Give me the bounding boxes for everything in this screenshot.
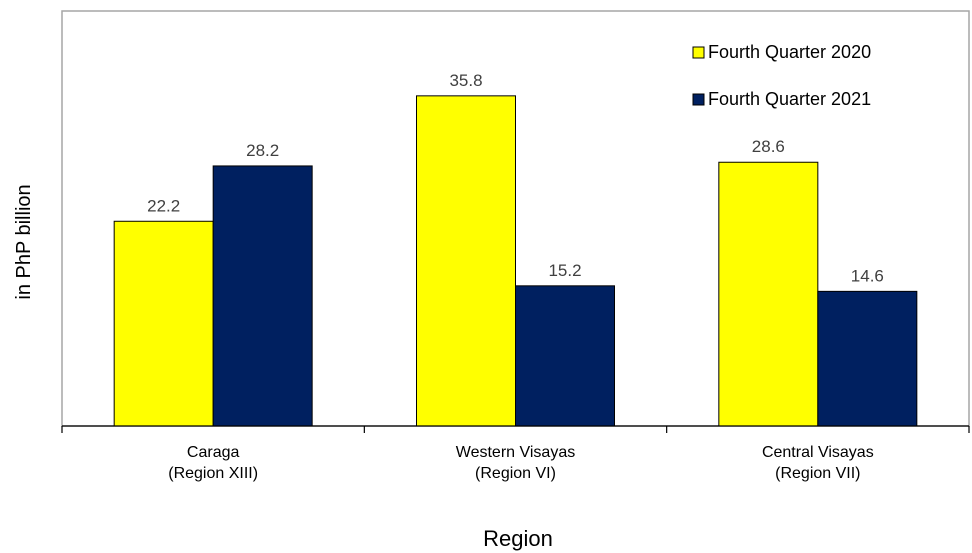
x-tick-label: (Region VI)	[475, 465, 556, 482]
bar-q4-2020-2	[718, 161, 819, 427]
y-axis-label: in PhP billion	[13, 184, 35, 299]
x-tick-label: Caraga	[187, 444, 240, 461]
bars-group	[113, 95, 918, 427]
legend-swatch	[692, 93, 705, 106]
legend-label: Fourth Quarter 2021	[708, 89, 871, 109]
legend-swatch	[692, 46, 705, 59]
value-label: 15.2	[548, 261, 581, 280]
bar-q4-2021-0	[212, 165, 313, 427]
legend-label: Fourth Quarter 2020	[708, 42, 871, 62]
bar-q4-2020-0	[113, 220, 214, 427]
bar-q4-2021-1	[515, 285, 615, 427]
value-label: 35.8	[449, 71, 482, 90]
x-tick-label: Western Visayas	[456, 444, 575, 461]
value-label: 22.2	[147, 196, 180, 215]
value-label: 28.2	[246, 141, 279, 160]
value-label: 14.6	[851, 266, 884, 285]
x-tick-label: Central Visayas	[762, 444, 874, 461]
x-tick-label: (Region XIII)	[168, 465, 258, 482]
legend: Fourth Quarter 2020 Fourth Quarter 2021	[692, 42, 871, 109]
x-tick-label: (Region VII)	[775, 465, 860, 482]
value-label: 28.6	[752, 137, 785, 156]
value-labels-group: 22.2 28.2 35.8 15.2 28.6 14.6	[147, 71, 884, 286]
bar-q4-2020-1	[416, 95, 516, 427]
x-axis: Caraga (Region XIII) Western Visayas (Regio…	[61, 425, 970, 482]
bar-q4-2021-2	[817, 290, 918, 427]
x-axis-label: Region	[483, 526, 553, 551]
